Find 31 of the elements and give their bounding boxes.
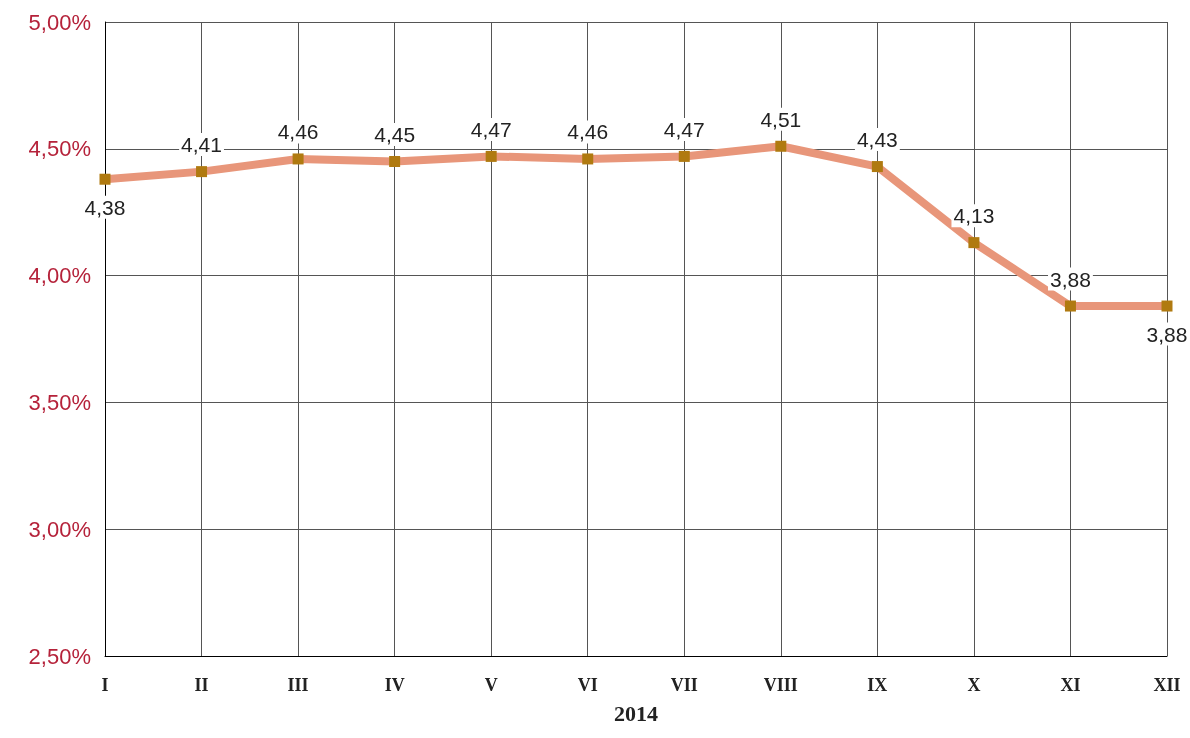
data-label: 4,38 — [84, 195, 126, 219]
x-tick-label: VII — [670, 675, 698, 695]
x-tick-label: II — [194, 675, 209, 695]
x-tick-label: IX — [867, 675, 888, 695]
data-label: 4,47 — [663, 117, 705, 141]
x-tick-label: V — [484, 675, 498, 695]
x-tick-label: III — [287, 675, 309, 695]
x-axis-title: 2014 — [614, 700, 658, 726]
data-label: 3,88 — [1050, 267, 1091, 291]
x-tick-label: IV — [384, 675, 405, 695]
y-tick-label: 4,00% — [28, 263, 91, 289]
data-label: 4,46 — [277, 120, 319, 144]
data-label: 4,43 — [856, 128, 898, 152]
y-tick-label: 5,00% — [28, 9, 91, 35]
x-tick-label: VI — [577, 675, 598, 695]
data-label: 4,47 — [470, 117, 512, 141]
y-tick-label: 3,00% — [28, 516, 91, 542]
x-tick-label: XII — [1153, 675, 1181, 695]
data-label: 4,13 — [953, 204, 995, 228]
data-label: 4,41 — [181, 133, 222, 157]
data-label: 3,88 — [1146, 322, 1188, 346]
x-tick-label: XI — [1060, 675, 1081, 695]
data-label: 4,46 — [567, 120, 609, 144]
y-tick-label: 4,50% — [28, 136, 91, 162]
x-tick-label: X — [967, 675, 981, 695]
y-tick-label: 2,50% — [28, 643, 91, 669]
data-label: 4,51 — [760, 107, 802, 131]
x-tick-label: I — [101, 675, 109, 695]
x-tick-label: VIII — [763, 675, 798, 695]
data-label: 4,45 — [374, 122, 416, 146]
y-tick-label: 3,50% — [28, 389, 91, 415]
